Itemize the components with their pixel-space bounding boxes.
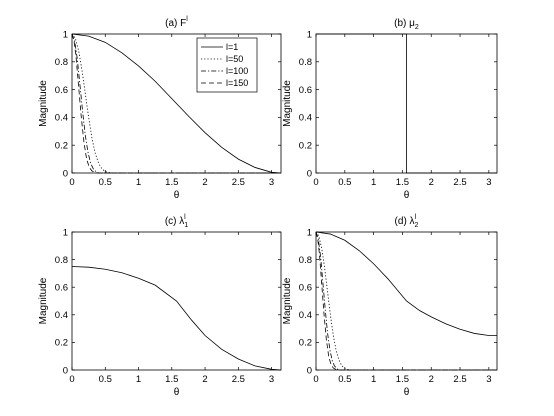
series-line-solid: [315, 231, 497, 336]
y-axis-label: Magnitude: [38, 80, 49, 127]
y-tick-label: 1: [307, 29, 312, 40]
chart-title-superscript: l: [414, 214, 416, 221]
y-tick-label: 0.4: [55, 310, 68, 321]
y-tick-label: 0: [63, 365, 68, 376]
chart-title-text: (a) F: [165, 18, 186, 29]
chart-title: (c) λ1l: [165, 214, 188, 229]
y-tick-label: 0.8: [299, 255, 312, 266]
y-tick-label: 0.4: [299, 310, 312, 321]
chart-title-superscript: l: [186, 16, 188, 23]
chart-panel-4: 0 0.5 1 1.5 2 2.5 3 0 0.2 0.4 0.6 0.8 1 θ Magnitude (d)…: [282, 214, 498, 398]
x-tick-label: 2: [202, 374, 207, 385]
x-tick-label: 2: [429, 374, 434, 385]
y-tick-label: 0: [63, 168, 68, 179]
x-tick-label: 1.5: [396, 374, 409, 385]
x-tick-label: 2: [429, 177, 434, 188]
y-tick-label: 1: [63, 29, 68, 40]
y-tick-label: 0.2: [299, 338, 312, 349]
y-tick-label: 0.6: [55, 85, 68, 96]
chart-title-text: (b) μ: [394, 18, 415, 29]
chart-title-subscript: 2: [415, 24, 419, 31]
x-tick-label: 0: [313, 177, 318, 188]
y-tick-label: 0.4: [55, 113, 68, 124]
legend: l=1 l=50 l=100 l=150: [196, 37, 258, 93]
chart-panel-3: 0 0.5 1 1.5 2 2.5 3 0 0.2 0.4 0.6 0.8 1 θ Magnitude (c)…: [38, 214, 282, 398]
y-tick-label: 0: [307, 168, 312, 179]
x-tick-label: 0.5: [338, 177, 351, 188]
y-tick-label: 0.6: [299, 85, 312, 96]
series-line-dotted: [315, 231, 497, 371]
y-tick-label: 0.2: [55, 141, 68, 152]
legend-label: l=1: [226, 42, 238, 52]
x-tick-label: 0: [69, 177, 74, 188]
x-tick-label: 2.5: [453, 374, 466, 385]
legend-label: l=100: [226, 66, 248, 76]
y-tick-label: 0.6: [299, 283, 312, 294]
x-tick-label: 2.5: [232, 177, 245, 188]
chart-title: (d) λ2l: [395, 214, 419, 229]
chart-panel-2: 0 0.5 1 1.5 2 2.5 3 0 0.2 0.4 0.6 0.8 1 θ Magnitude (b)…: [282, 18, 498, 201]
y-tick-label: 0.2: [299, 141, 312, 152]
x-tick-label: 0: [69, 374, 74, 385]
y-tick-label: 1: [307, 227, 312, 238]
chart-title-subscript: 1: [184, 222, 188, 229]
x-tick-label: 1: [371, 177, 376, 188]
x-axis-label: θ: [404, 190, 410, 201]
chart-title: (a) Fl: [165, 16, 188, 29]
series-line-dashdot: [71, 33, 281, 174]
x-tick-label: 1: [136, 177, 141, 188]
series-line-dashed: [71, 33, 281, 174]
x-axis-label: θ: [174, 387, 180, 398]
x-axis-label: θ: [174, 190, 180, 201]
x-tick-label: 2.5: [453, 177, 466, 188]
series-line-solid: [71, 266, 282, 371]
y-axis-label: Magnitude: [38, 277, 49, 324]
x-tick-label: 1.5: [396, 177, 409, 188]
x-tick-label: 1.5: [165, 374, 178, 385]
x-tick-label: 2.5: [232, 374, 245, 385]
x-tick-label: 3: [486, 177, 491, 188]
y-tick-label: 0.2: [55, 338, 68, 349]
x-axis-label: θ: [404, 387, 410, 398]
x-tick-label: 0.5: [99, 374, 112, 385]
x-tick-label: 1.5: [165, 177, 178, 188]
chart-title-text: (c) λ: [165, 216, 184, 227]
y-tick-label: 0.6: [55, 283, 68, 294]
x-tick-label: 0: [313, 374, 318, 385]
y-tick-label: 1: [63, 227, 68, 238]
x-tick-label: 1: [371, 374, 376, 385]
chart-panel-1: 0 0.5 1 1.5 2 2.5 3 0 0.2 0.4 0.6 0.8 1 θ Magnitude (a)…: [38, 16, 282, 201]
x-tick-label: 3: [486, 374, 491, 385]
y-tick-label: 0: [307, 365, 312, 376]
y-axis-label: Magnitude: [282, 80, 293, 127]
y-tick-label: 0.8: [299, 57, 312, 68]
series-line-dashed: [315, 231, 497, 371]
x-tick-label: 0.5: [99, 177, 112, 188]
y-axis-label: Magnitude: [282, 277, 293, 324]
legend-label: l=150: [226, 78, 248, 88]
chart-title-superscript: l: [184, 214, 186, 221]
x-tick-label: 3: [269, 177, 274, 188]
x-tick-label: 2: [202, 177, 207, 188]
y-tick-label: 0.8: [55, 255, 68, 266]
x-tick-label: 3: [269, 374, 274, 385]
chart-title-subscript: 2: [415, 222, 419, 229]
series-line-solid: [316, 33, 497, 174]
y-tick-label: 0.8: [55, 57, 68, 68]
x-tick-label: 0.5: [338, 374, 351, 385]
legend-label: l=50: [226, 54, 243, 64]
x-tick-label: 1: [136, 374, 141, 385]
chart-title: (b) μ2: [394, 18, 419, 31]
y-tick-label: 0.4: [299, 113, 312, 124]
series-line-solid: [71, 33, 282, 174]
chart-title-text: (d) λ: [395, 216, 415, 227]
